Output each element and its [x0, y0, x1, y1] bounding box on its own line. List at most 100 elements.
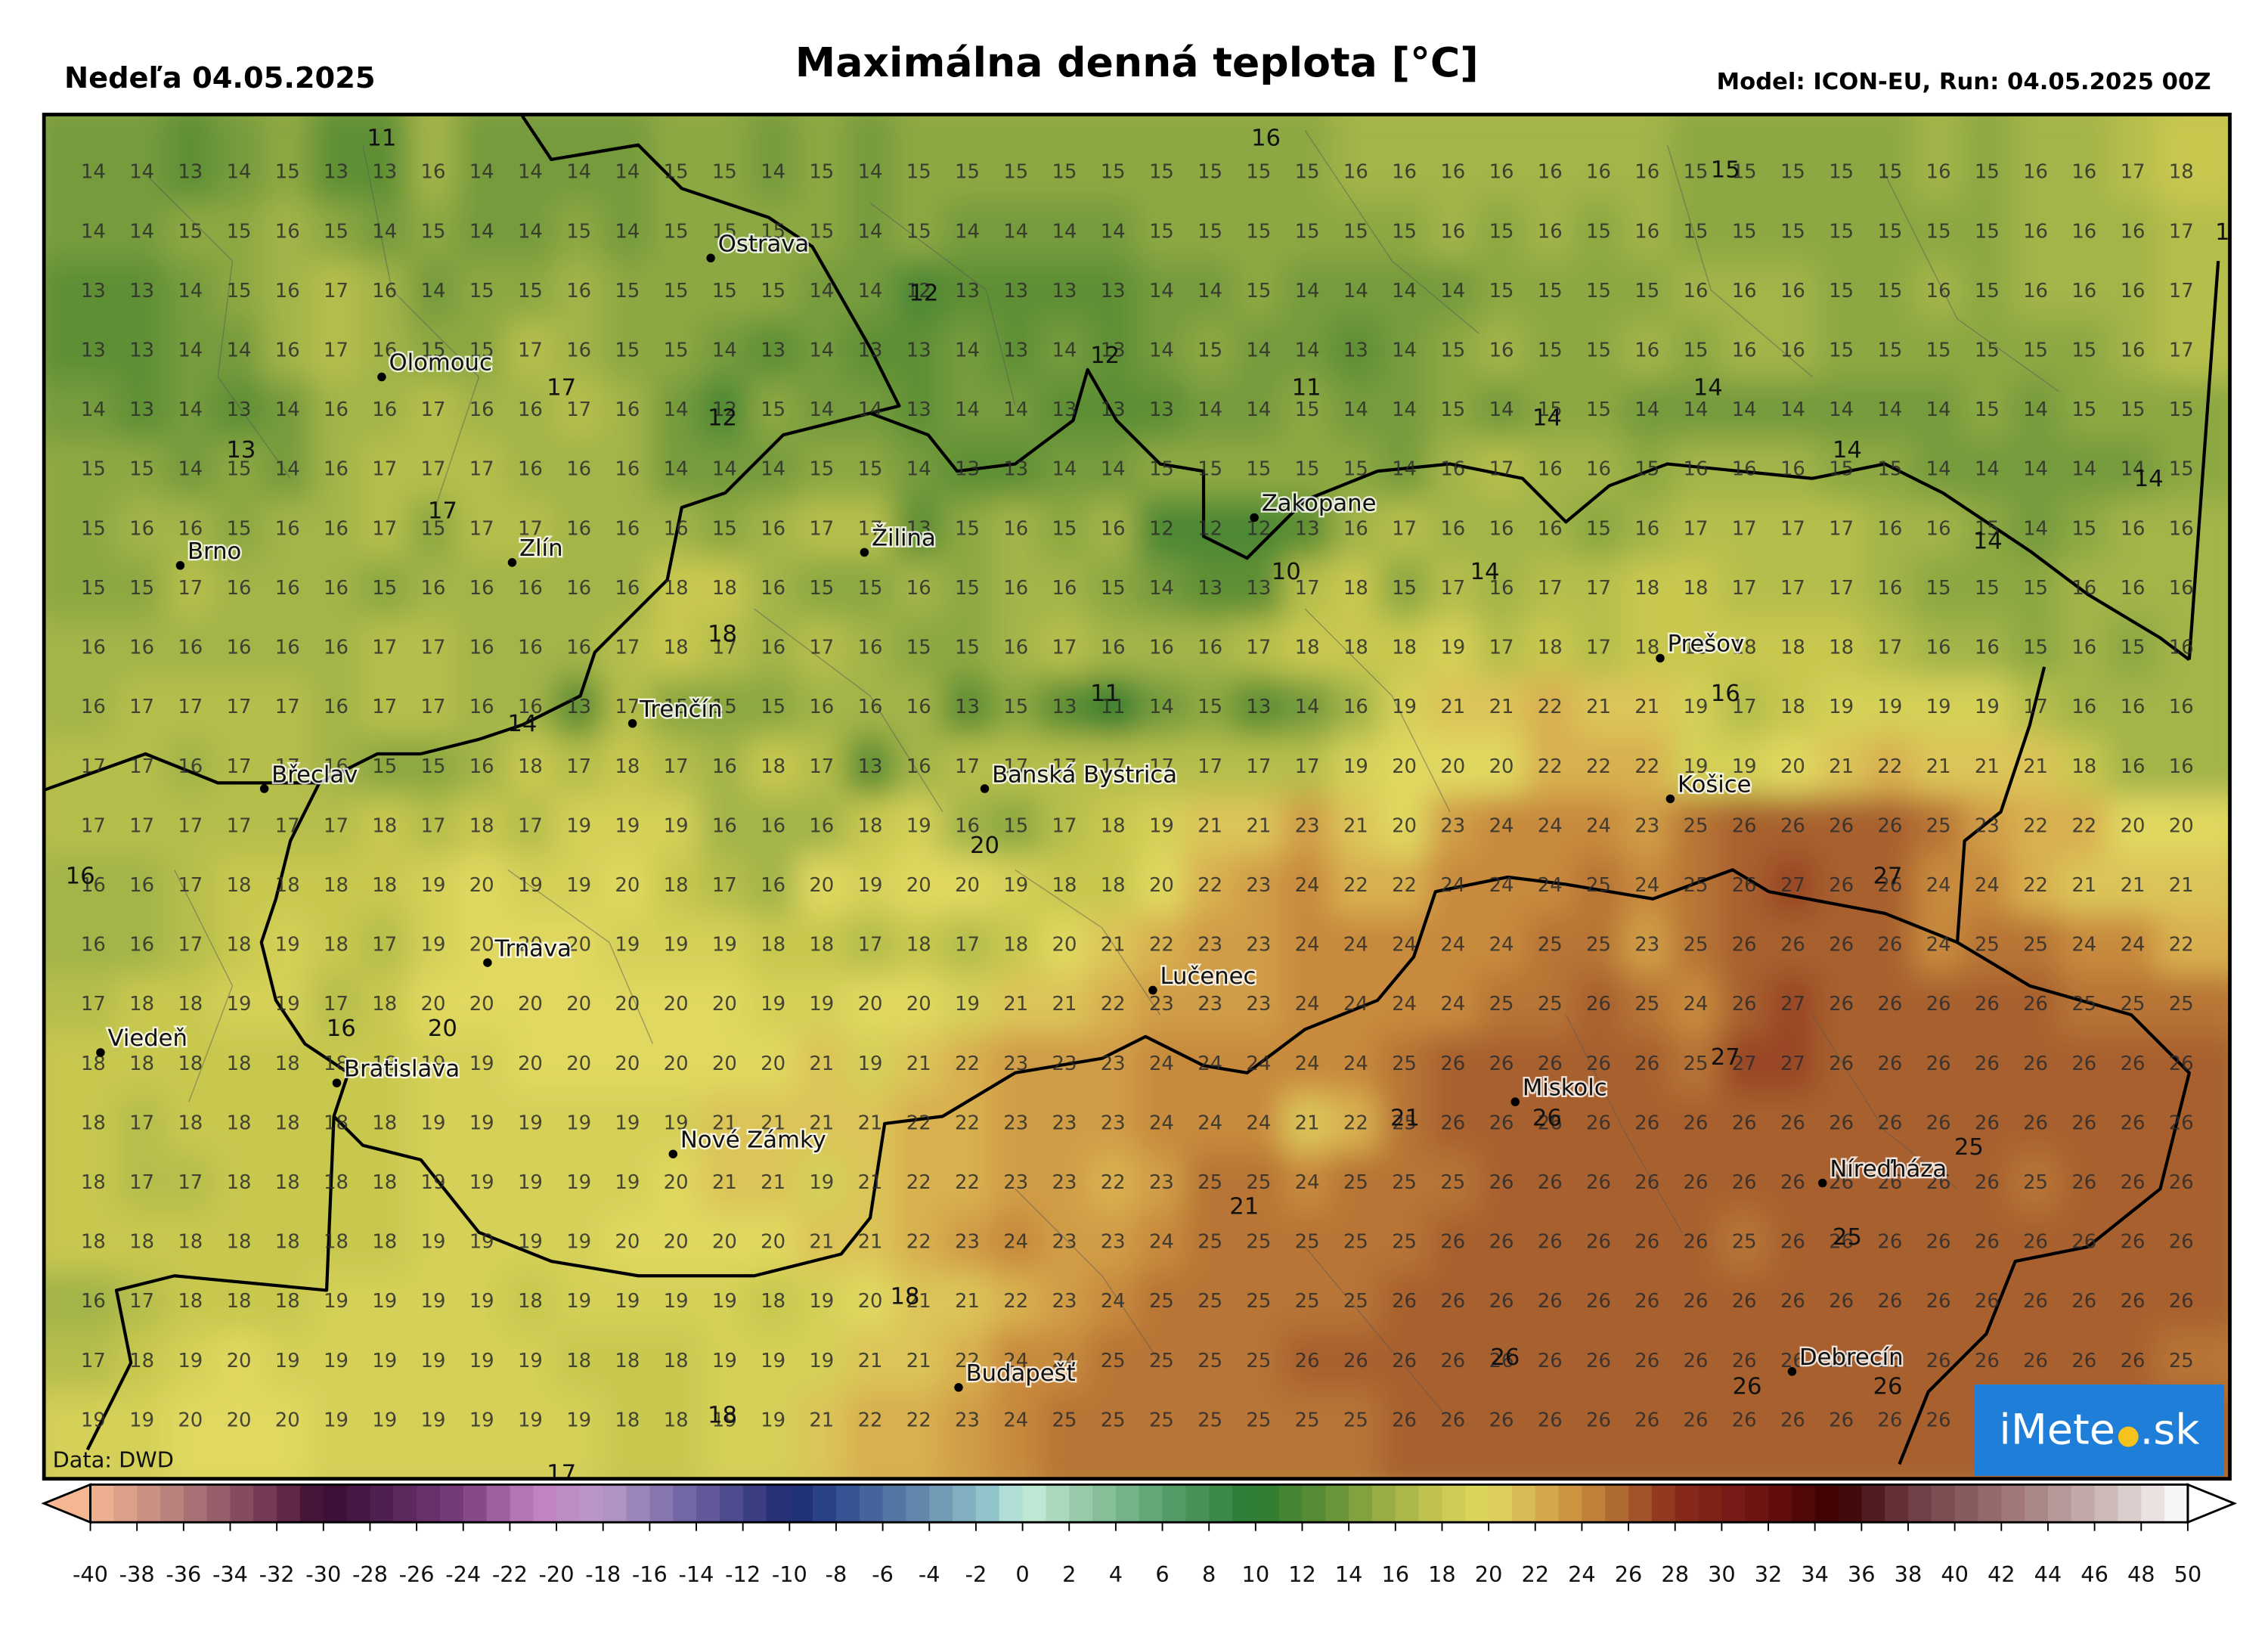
local-value: 25 [1833, 1224, 1862, 1251]
temperature-cell [1476, 974, 1527, 1035]
grid-value: 16 [2121, 339, 2146, 361]
temperature-cell [165, 855, 215, 916]
grid-value: 20 [761, 1231, 785, 1254]
grid-value: 26 [2071, 1231, 2096, 1254]
temperature-cell [1331, 677, 1381, 738]
grid-value: 26 [1829, 1053, 1854, 1075]
colorbar-tick-label: 8 [1202, 1561, 1216, 1587]
grid-value: 18 [1101, 814, 1126, 837]
grid-value: 15 [664, 696, 689, 718]
temperature-cell [1816, 380, 1867, 441]
grid-value: 15 [1829, 220, 1854, 243]
grid-value: 15 [1634, 458, 1659, 481]
temperature-cell [2059, 914, 2109, 976]
temperature-cell [1039, 677, 1090, 738]
grid-value: 16 [178, 755, 203, 778]
grid-value: 16 [1440, 458, 1465, 481]
temperature-cell [1427, 439, 1478, 501]
temperature-cell [2010, 1271, 2061, 1333]
grid-value: 18 [178, 1290, 203, 1313]
grid-value: 17 [1295, 755, 1320, 778]
grid-value: 14 [906, 458, 931, 481]
grid-value: 25 [1634, 993, 1659, 1015]
grid-value: 16 [566, 517, 591, 540]
grid-value: 14 [518, 161, 543, 184]
grid-value: 18 [81, 1171, 106, 1194]
colorbar-tick-label: -36 [166, 1561, 201, 1587]
temperature-cell [894, 114, 944, 203]
grid-value: 17 [1246, 637, 1271, 659]
colorbar-segment [1814, 1484, 1839, 1523]
grid-value: 13 [761, 339, 785, 361]
grid-value: 16 [2169, 577, 2194, 600]
temperature-cell [1670, 1152, 1721, 1214]
grid-value: 18 [372, 993, 397, 1015]
grid-value: 16 [324, 398, 349, 421]
grid-value: 25 [1295, 1231, 1320, 1254]
temperature-cell [262, 380, 313, 441]
temperature-cell [165, 736, 215, 798]
temperature-cell [1185, 677, 1235, 738]
grid-value: 26 [2121, 1350, 2146, 1372]
grid-value: 26 [1440, 1112, 1465, 1134]
grid-value: 16 [81, 934, 106, 957]
temperature-cell [1670, 736, 1721, 798]
temperature-cell [1719, 1331, 1770, 1392]
temperature-cell [699, 1211, 750, 1273]
city-dot [259, 784, 269, 793]
temperature-cell [1185, 974, 1235, 1035]
temperature-cell [602, 380, 652, 441]
temperature-cell [796, 1093, 847, 1155]
grid-value: 15 [1586, 339, 1611, 361]
grid-value: 23 [1634, 934, 1659, 957]
temperature-cell [1670, 558, 1721, 619]
temperature-cell [1864, 1390, 1915, 1479]
temperature-cell [1913, 261, 1964, 322]
city-label: Miskolc [1523, 1074, 1607, 1101]
grid-value: 18 [372, 1231, 397, 1254]
temperature-cell [942, 558, 993, 619]
grid-value: 26 [1926, 1409, 1951, 1431]
grid-value: 16 [469, 398, 494, 421]
temperature-cell [1622, 320, 1672, 382]
temperature-cell [1233, 1152, 1284, 1214]
temperature-cell [213, 439, 265, 501]
grid-value: 19 [664, 1290, 689, 1313]
temperature-cell [1573, 795, 1624, 857]
grid-value: 17 [372, 934, 397, 957]
city-label: Trnava [494, 935, 571, 962]
grid-value: 17 [1440, 577, 1465, 600]
temperature-cell [1622, 855, 1672, 916]
grid-value: 18 [227, 1171, 252, 1194]
temperature-cell [359, 1331, 410, 1392]
grid-value: 21 [1246, 814, 1271, 837]
temperature-cell [748, 677, 798, 738]
grid-value: 16 [372, 398, 397, 421]
temperature-cell [2107, 114, 2158, 203]
grid-value: 16 [1538, 220, 1563, 243]
temperature-cell [2059, 736, 2109, 798]
temperature-cell [1962, 974, 2012, 1035]
local-value: 14 [1973, 529, 2003, 555]
grid-value: 21 [955, 1290, 980, 1313]
temperature-cell [1476, 1152, 1527, 1214]
grid-value: 15 [955, 517, 980, 540]
temperature-cell [407, 1331, 459, 1392]
colorbar-tick-label: 42 [1988, 1561, 2015, 1587]
colorbar-segment [206, 1484, 231, 1523]
temperature-cell [699, 1093, 750, 1155]
grid-value: 20 [227, 1350, 252, 1372]
temperature-cell [699, 1152, 750, 1214]
grid-value: 20 [664, 993, 689, 1015]
grid-value: 25 [1246, 1409, 1271, 1431]
temperature-cell [651, 974, 702, 1035]
grid-value: 19 [566, 814, 591, 837]
grid-value: 14 [858, 280, 883, 302]
temperature-cell [1768, 261, 1818, 322]
grid-value: 17 [518, 814, 543, 837]
temperature-cell [1768, 795, 1818, 857]
temperature-cell [311, 914, 361, 976]
temperature-cell [1670, 795, 1721, 857]
grid-value: 14 [566, 161, 591, 184]
colorbar-segment [2094, 1484, 2119, 1523]
